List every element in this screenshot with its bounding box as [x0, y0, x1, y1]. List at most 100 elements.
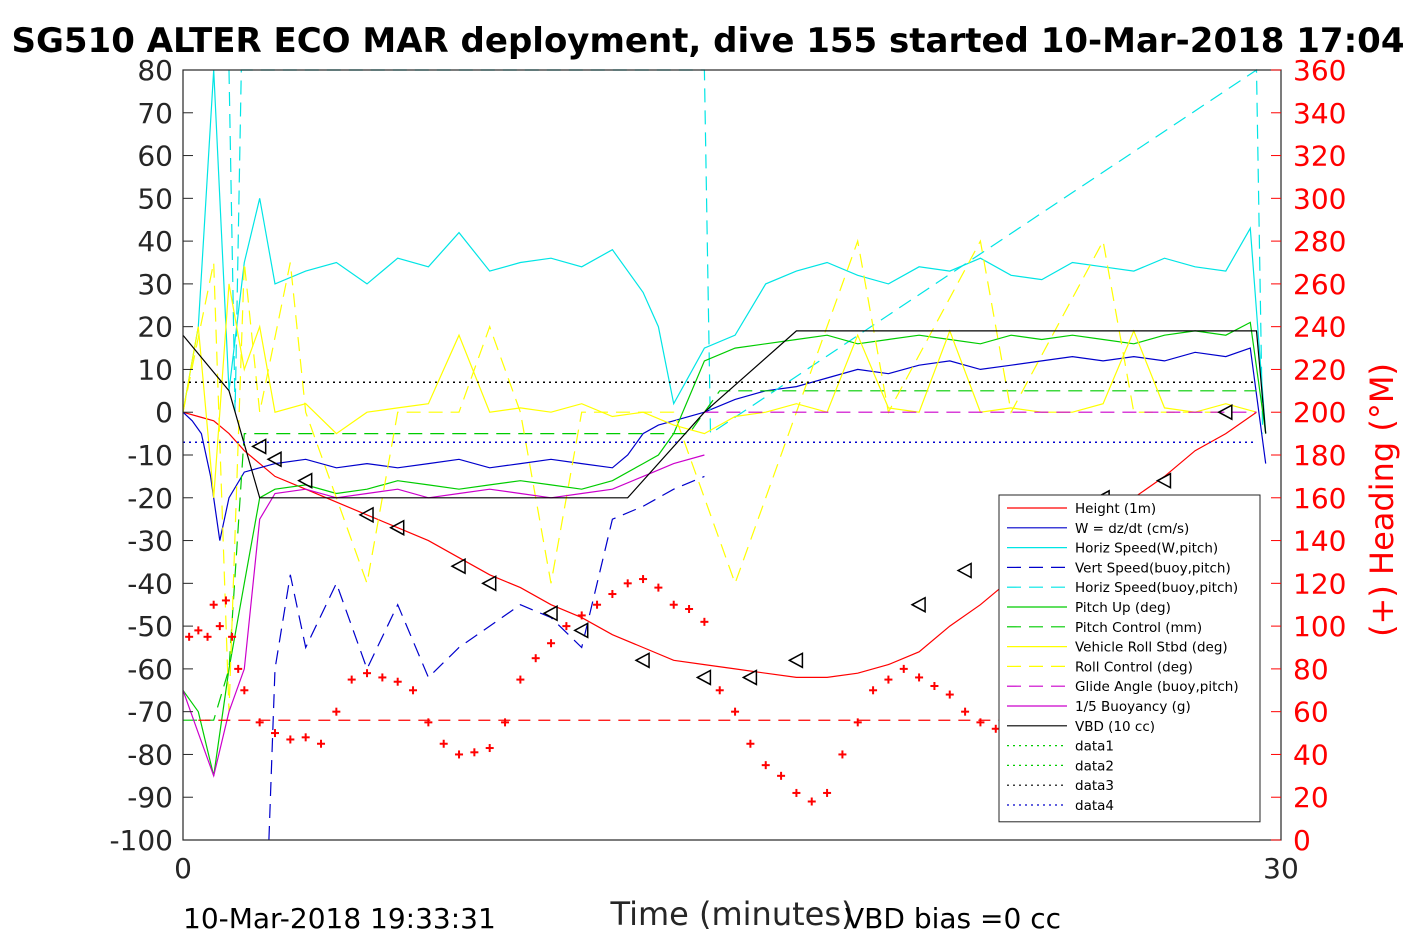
y-tick-label-left: 80: [137, 54, 173, 87]
height-marker: [297, 472, 313, 489]
heading-point: [777, 771, 786, 780]
heading-point: [669, 600, 678, 609]
height-marker: [1217, 403, 1233, 421]
footer-timestamp: 10-Mar-2018 19:33:31: [183, 902, 496, 935]
heading-point: [654, 583, 663, 592]
y-tick-label-right: 260: [1293, 268, 1346, 301]
legend-label: Horiz Speed(buoy,pitch): [1075, 580, 1238, 596]
heading-point: [228, 632, 237, 641]
y-tick-label-right: 200: [1293, 396, 1346, 429]
y-tick-label-left: 0: [155, 396, 173, 429]
heading-point: [792, 788, 801, 797]
x-tick-label: 0: [174, 852, 192, 885]
y-tick-label-left: -60: [127, 653, 173, 686]
chart-title: SG510 ALTER ECO MAR deployment, dive 155…: [11, 21, 1404, 61]
heading-point: [961, 707, 970, 716]
heading-point: [439, 739, 448, 748]
legend-label: Roll Control (deg): [1075, 659, 1193, 675]
series-line-11: [182, 330, 1267, 499]
heading-point: [378, 673, 387, 682]
y-tick-label-left: 60: [137, 140, 173, 173]
y-tick-label-left: 10: [137, 353, 173, 386]
y-tick-label-right: 160: [1293, 482, 1346, 515]
height-marker: [787, 652, 804, 669]
heading-point: [455, 750, 464, 759]
y-tick-label-left: -10: [127, 439, 173, 472]
y-tick-label-right: 40: [1293, 738, 1329, 771]
height-marker: [634, 652, 650, 669]
heading-point: [976, 718, 985, 727]
legend-label: 1/5 Buoyancy (g): [1075, 699, 1191, 715]
y-tick-label-left: -90: [127, 781, 173, 814]
heading-point: [853, 718, 862, 727]
height-marker: [910, 596, 926, 613]
y-tick-label-left: -100: [109, 824, 173, 857]
heading-point: [301, 733, 310, 742]
legend-label: W = dz/dt (cm/s): [1075, 521, 1189, 537]
heading-point: [731, 707, 740, 716]
heading-point: [577, 611, 586, 620]
legend-label: Vehicle Roll Stbd (deg): [1075, 640, 1228, 656]
height-marker: [695, 669, 712, 686]
heading-point: [915, 673, 924, 682]
heading-point: [470, 748, 479, 757]
heading-point: [185, 632, 194, 641]
heading-point: [409, 686, 418, 695]
height-marker: [266, 451, 282, 468]
y-tick-label-right: 100: [1293, 610, 1346, 643]
heading-point: [317, 739, 326, 748]
heading-point: [209, 600, 218, 609]
heading-point: [363, 669, 372, 678]
y-tick-label-left: -80: [127, 738, 173, 771]
legend-label: data3: [1075, 778, 1114, 794]
legend-box: [998, 494, 1261, 823]
heading-point: [715, 686, 724, 695]
y-tick-label-right: 360: [1293, 54, 1346, 87]
heading-point: [700, 617, 709, 626]
legend-label: Horiz Speed(W,pitch): [1075, 541, 1218, 557]
y-tick-label-left: -70: [127, 696, 173, 729]
height-marker: [450, 557, 466, 575]
y-tick-label-left: -40: [127, 567, 173, 600]
y-tick-label-right: 120: [1293, 567, 1346, 600]
heading-point: [823, 788, 832, 797]
heading-point: [286, 735, 295, 744]
heading-point: [899, 664, 908, 673]
y-tick-label-right: 320: [1293, 140, 1346, 173]
footer-vbd-bias: VBD bias =0 cc: [845, 902, 1061, 935]
x-axis: 0 30: [174, 830, 1299, 885]
series-line-10: [182, 454, 705, 778]
y-tick-label-left: 50: [137, 182, 173, 215]
right-axis-label: (+) Heading (°M): [1363, 363, 1401, 637]
heading-point: [562, 622, 571, 631]
x-tick-label: 30: [1263, 852, 1299, 885]
legend-label: Vert Speed(buoy,pitch): [1075, 560, 1231, 576]
height-marker: [358, 506, 374, 524]
height-marker: [481, 575, 497, 592]
heading-point: [424, 718, 433, 727]
heading-point: [347, 675, 356, 684]
heading-point: [501, 718, 510, 727]
heading-point: [203, 632, 212, 641]
heading-point: [838, 750, 847, 759]
y-tick-label-left: 20: [137, 311, 173, 344]
y-tick-label-right: 20: [1293, 781, 1329, 814]
right-axis: 3603403203002802602402202001801601401201…: [1271, 54, 1346, 857]
height-marker: [389, 519, 405, 536]
legend-label: VBD (10 cc): [1075, 719, 1155, 735]
legend-label: data1: [1075, 739, 1114, 755]
y-tick-label-left: -20: [127, 482, 173, 515]
legend: Height (1m) W = dz/dt (cm/s) Horiz Speed(W…: [998, 494, 1261, 823]
heading-point: [194, 626, 203, 635]
height-marker: [741, 669, 758, 686]
y-tick-label-right: 220: [1293, 353, 1346, 386]
height-marker: [542, 605, 558, 622]
left-axis: 80 70 60 50 40 30 20 10 0 -10 -20 -30 -40 -50 -60 -70 -8…: [109, 54, 193, 857]
legend-label: data2: [1075, 758, 1114, 774]
heading-point: [240, 686, 249, 695]
heading-point: [945, 690, 954, 699]
height-marker: [956, 562, 972, 579]
heading-point: [234, 664, 243, 673]
heading-point: [884, 675, 893, 684]
